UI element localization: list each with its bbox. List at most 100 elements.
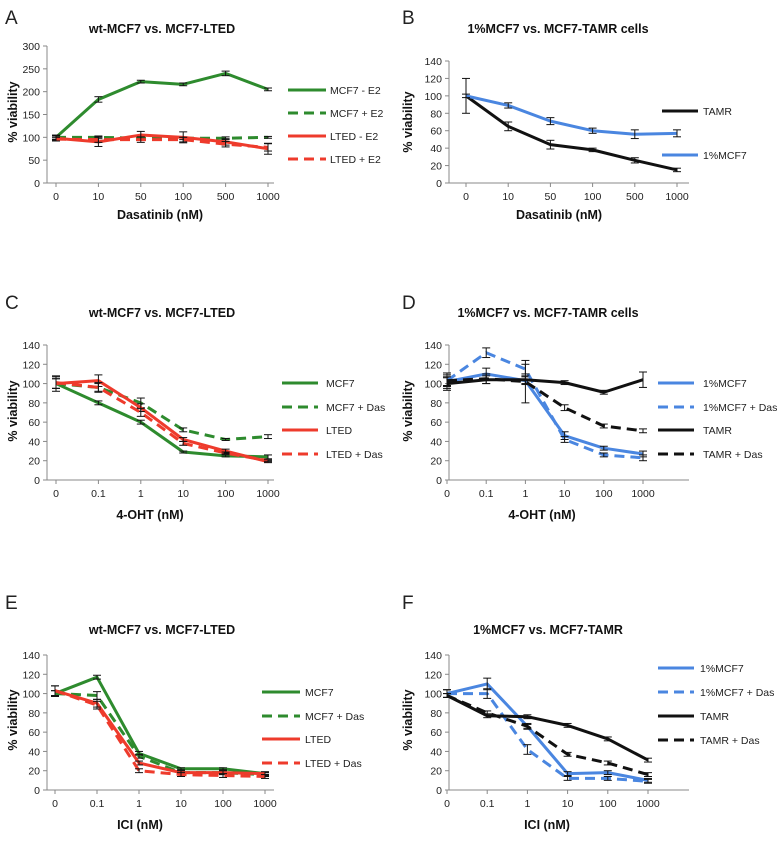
x-tick-label: 50	[135, 191, 147, 203]
legend-label: LTED	[326, 425, 352, 437]
series-1-mcf7: 1%MCF7	[462, 93, 747, 162]
series-tamr-das: TAMR + Das	[443, 693, 760, 777]
legend-label: LTED + E2	[330, 154, 381, 166]
series-line	[446, 682, 649, 782]
legend-label: MCF7 + Das	[326, 402, 385, 414]
x-tick-label: 1000	[256, 488, 280, 500]
series-line	[55, 379, 269, 464]
series-lted-e2: LTED - E2	[52, 130, 378, 155]
series-lted-das: LTED + Das	[51, 685, 362, 779]
x-tick-label: 10	[502, 191, 514, 203]
x-tick-label: 1	[136, 798, 142, 810]
x-tick-label: 100	[584, 191, 602, 203]
y-tick-label: 140	[22, 650, 40, 662]
chart-title: wt-MCF7 vs. MCF7-LTED	[88, 22, 235, 36]
x-tick-label: 0	[444, 798, 450, 810]
x-axis-label: Dasatinib (nM)	[117, 208, 203, 222]
y-tick-label: 40	[28, 746, 40, 758]
series-mcf7-e2: MCF7 - E2	[52, 70, 381, 141]
legend-label: LTED + Das	[305, 758, 362, 770]
y-tick-label: 100	[22, 379, 40, 391]
legend-label: LTED - E2	[330, 131, 378, 143]
panel-letter: F	[402, 593, 414, 614]
x-tick-label: 1000	[256, 191, 280, 203]
y-tick-label: 140	[424, 56, 442, 68]
y-axis-label: % viability	[6, 689, 20, 750]
y-tick-label: 120	[424, 359, 442, 371]
series-1-mcf7: 1%MCF7	[443, 367, 747, 458]
legend-label: 1%MCF7	[703, 150, 747, 162]
series-tamr: TAMR	[462, 77, 732, 173]
series-line	[54, 689, 266, 776]
x-tick-label: 1	[138, 488, 144, 500]
series-lted-das: LTED + Das	[52, 376, 383, 463]
series-line	[465, 94, 678, 172]
y-axis-label: % viability	[401, 689, 415, 750]
chart-panel-e: Ewt-MCF7 vs. MCF7-LTED ICI (nM) % viabilit…	[5, 593, 364, 832]
y-tick-label: 100	[424, 91, 442, 103]
y-tick-label: 60	[28, 417, 40, 429]
y-tick-label: 60	[28, 727, 40, 739]
y-tick-label: 120	[22, 669, 40, 681]
x-tick-label: 10	[562, 798, 574, 810]
series-tamr: TAMR	[443, 693, 729, 763]
series-lted-e2: LTED + E2	[52, 136, 381, 166]
x-tick-label: 100	[174, 191, 192, 203]
legend-label: LTED + Das	[326, 449, 383, 461]
series-1-mcf7-das: 1%MCF7 + Das	[443, 687, 774, 784]
legend-label: MCF7 - E2	[330, 85, 381, 97]
series-line	[54, 689, 266, 778]
y-tick-label: 20	[430, 766, 442, 778]
x-tick-label: 1	[524, 798, 530, 810]
series-lted: LTED	[51, 685, 331, 777]
legend-label: MCF7	[326, 378, 355, 390]
y-tick-label: 120	[22, 359, 40, 371]
y-tick-label: 140	[424, 650, 442, 662]
chart-title: 1%MCF7 vs. MCF7-TAMR	[473, 623, 623, 637]
y-tick-label: 60	[430, 727, 442, 739]
x-tick-label: 100	[599, 798, 617, 810]
x-tick-label: 1000	[665, 191, 689, 203]
y-tick-label: 150	[22, 110, 40, 122]
series-line	[446, 378, 644, 394]
y-tick-label: 20	[28, 456, 40, 468]
panel-letter: B	[402, 8, 415, 29]
x-tick-label: 10	[93, 191, 105, 203]
chart-panel-b: B 1%MCF7 vs. MCF7-TAMR cells Dasatinib (nM…	[401, 8, 747, 222]
y-tick-label: 40	[28, 436, 40, 448]
series-line	[56, 135, 269, 140]
y-tick-label: 80	[430, 108, 442, 120]
legend-label: 1%MCF7	[700, 663, 744, 675]
legend-label: TAMR	[703, 425, 732, 437]
y-tick-label: 40	[430, 143, 442, 155]
y-tick-label: 80	[28, 398, 40, 410]
legend-label: 1%MCF7 + Das	[700, 687, 774, 699]
y-axis-label: % viability	[401, 91, 415, 152]
y-tick-label: 100	[424, 379, 442, 391]
x-tick-label: 1000	[253, 798, 277, 810]
y-tick-label: 40	[430, 746, 442, 758]
chart-panel-d: D 1%MCF7 vs. MCF7-TAMR cells 4-OHT (nM) % v…	[401, 293, 777, 522]
panel-letter: D	[402, 293, 416, 314]
series-line	[446, 694, 649, 762]
series-line	[446, 351, 644, 460]
y-axis-label: % viability	[6, 81, 20, 142]
y-tick-label: 0	[34, 785, 40, 797]
y-tick-label: 120	[424, 669, 442, 681]
y-tick-label: 0	[34, 475, 40, 487]
y-tick-label: 250	[22, 64, 40, 76]
x-tick-label: 0	[444, 488, 450, 500]
series-line	[446, 372, 644, 456]
y-tick-label: 20	[28, 766, 40, 778]
y-tick-label: 0	[34, 178, 40, 190]
x-tick-label: 0	[52, 798, 58, 810]
x-tick-label: 0	[53, 191, 59, 203]
series-tamr-das: TAMR + Das	[443, 359, 763, 461]
legend-label: LTED	[305, 734, 331, 746]
y-tick-label: 140	[22, 340, 40, 352]
chart-title: 1%MCF7 vs. MCF7-TAMR cells	[457, 306, 638, 320]
legend-label: TAMR	[700, 711, 729, 723]
x-tick-label: 500	[217, 191, 235, 203]
